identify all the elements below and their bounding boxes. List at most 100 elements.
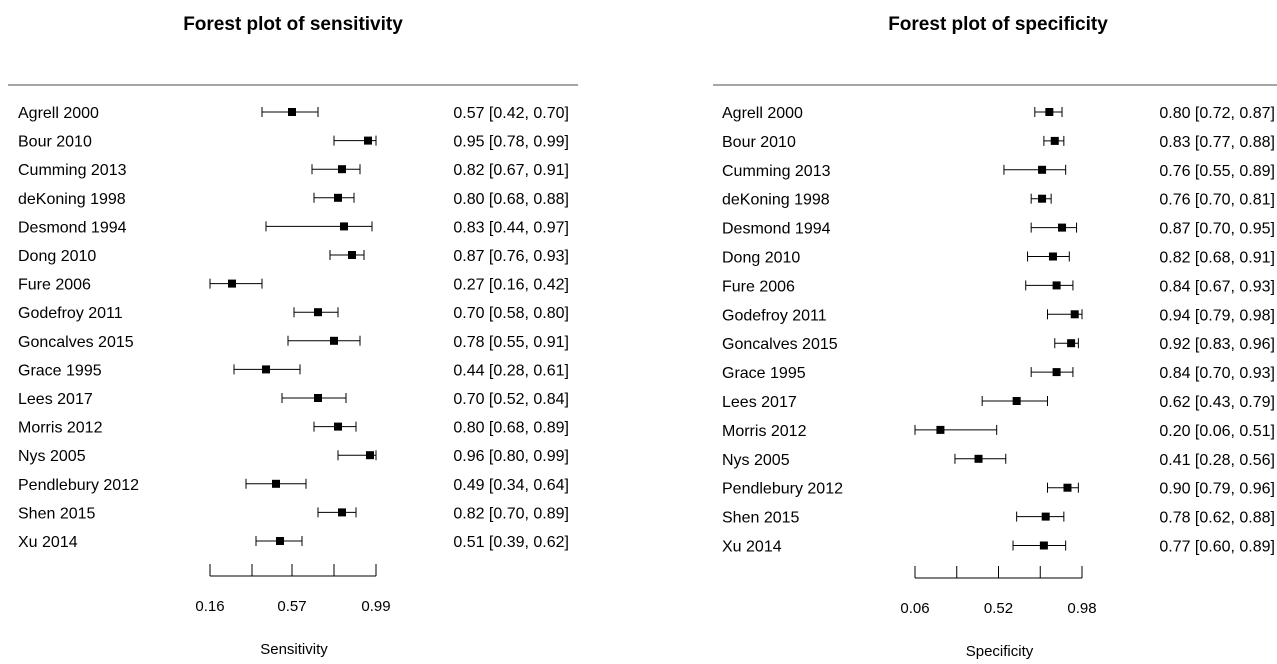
sensitivity-ci-value: 0.83 [0.44, 0.97] (453, 219, 569, 236)
sensitivity-point-estimate (366, 451, 374, 460)
specificity-point-estimate (1052, 368, 1061, 377)
specificity-study-label: Lees 2017 (722, 394, 797, 411)
sensitivity-ci-value: 0.51 [0.39, 0.62] (453, 534, 569, 551)
sensitivity-study-label: Goncalves 2015 (18, 334, 134, 351)
specificity-x-tick-label: 0.98 (1067, 600, 1096, 617)
sensitivity-point-estimate (334, 193, 342, 202)
sensitivity-ci-value: 0.80 [0.68, 0.89] (453, 420, 569, 437)
sensitivity-point-estimate (364, 136, 372, 145)
specificity-study-label: Bour 2010 (722, 134, 796, 151)
specificity-ci-value: 0.84 [0.67, 0.93] (1159, 278, 1275, 295)
sensitivity-ci-value: 0.57 [0.42, 0.70] (453, 105, 569, 122)
specificity-ci-value: 0.76 [0.55, 0.89] (1159, 163, 1275, 180)
sensitivity-x-tick-label: 0.99 (361, 598, 390, 615)
specificity-study-label: Desmond 1994 (722, 221, 831, 238)
specificity-point-estimate (974, 454, 983, 463)
specificity-study-label: Cumming 2013 (722, 163, 831, 180)
specificity-point-estimate (1067, 339, 1076, 348)
sensitivity-point-estimate (288, 108, 296, 116)
specificity-study-label: Xu 2014 (722, 539, 782, 556)
specificity-study-label: Godefroy 2011 (722, 307, 827, 324)
sensitivity-ci-value: 0.96 [0.80, 0.99] (453, 448, 569, 465)
specificity-point-estimate (1038, 194, 1047, 203)
specificity-study-label: Dong 2010 (722, 250, 800, 267)
sensitivity-ci-value: 0.80 [0.68, 0.88] (453, 191, 569, 208)
specificity-ci-value: 0.84 [0.70, 0.93] (1159, 365, 1275, 382)
specificity-point-estimate (1058, 223, 1067, 232)
sensitivity-point-estimate (338, 508, 346, 517)
sensitivity-point-estimate (338, 165, 346, 174)
specificity-ci-value: 0.78 [0.62, 0.88] (1159, 510, 1275, 527)
specificity-point-estimate (1052, 281, 1061, 290)
specificity-point-estimate (1048, 252, 1057, 261)
sensitivity-study-label: Grace 1995 (18, 362, 102, 379)
specificity-plot-title: Forest plot of specificity (888, 14, 1108, 35)
sensitivity-point-estimate (314, 308, 322, 317)
sensitivity-ci-value: 0.78 [0.55, 0.91] (453, 334, 569, 351)
sensitivity-study-label: Desmond 1994 (18, 219, 127, 236)
specificity-ci-value: 0.83 [0.77, 0.88] (1159, 134, 1275, 151)
specificity-ci-value: 0.62 [0.43, 0.79] (1159, 394, 1275, 411)
sensitivity-study-label: Lees 2017 (18, 391, 93, 408)
specificity-point-estimate (1038, 165, 1047, 174)
specificity-point-estimate (1070, 310, 1079, 319)
sensitivity-study-label: Cumming 2013 (18, 162, 127, 179)
sensitivity-study-label: Morris 2012 (18, 420, 103, 437)
sensitivity-study-label: Godefroy 2011 (18, 305, 123, 322)
specificity-point-estimate (936, 425, 945, 434)
sensitivity-ci-value: 0.27 [0.16, 0.42] (453, 277, 569, 294)
specificity-study-label: Shen 2015 (722, 510, 800, 527)
sensitivity-point-estimate (228, 279, 236, 288)
specificity-ci-value: 0.77 [0.60, 0.89] (1159, 539, 1275, 556)
specificity-point-estimate (1050, 136, 1059, 145)
sensitivity-study-label: Nys 2005 (18, 448, 86, 465)
specificity-study-label: Fure 2006 (722, 278, 795, 295)
sensitivity-ci-value: 0.49 [0.34, 0.64] (453, 477, 569, 494)
sensitivity-ci-value: 0.82 [0.70, 0.89] (453, 505, 569, 522)
specificity-x-tick-label: 0.52 (984, 600, 1013, 617)
sensitivity-x-tick-label: 0.16 (195, 598, 224, 615)
sensitivity-study-label: Shen 2015 (18, 505, 96, 522)
specificity-x-tick-label: 0.06 (900, 600, 929, 617)
sensitivity-point-estimate (314, 394, 322, 402)
sensitivity-point-estimate (272, 479, 280, 488)
sensitivity-ci-value: 0.70 [0.52, 0.84] (453, 391, 569, 408)
specificity-point-estimate (1012, 397, 1021, 405)
specificity-study-label: Grace 1995 (722, 365, 806, 382)
sensitivity-study-label: Fure 2006 (18, 277, 91, 294)
specificity-study-label: Morris 2012 (722, 423, 807, 440)
sensitivity-ci-value: 0.44 [0.28, 0.61] (453, 362, 569, 379)
specificity-point-estimate (1063, 483, 1072, 492)
specificity-study-label: deKoning 1998 (722, 192, 830, 209)
sensitivity-point-estimate (334, 422, 342, 431)
sensitivity-ci-value: 0.70 [0.58, 0.80] (453, 305, 569, 322)
sensitivity-study-label: Pendlebury 2012 (18, 477, 139, 494)
sensitivity-point-estimate (276, 537, 284, 545)
sensitivity-point-estimate (262, 365, 270, 374)
specificity-study-label: Pendlebury 2012 (722, 481, 843, 498)
specificity-study-label: Goncalves 2015 (722, 336, 838, 353)
sensitivity-plot-title: Forest plot of sensitivity (183, 14, 403, 35)
specificity-point-estimate (1041, 512, 1050, 521)
specificity-study-label: Agrell 2000 (722, 105, 803, 122)
sensitivity-study-label: Xu 2014 (18, 534, 78, 551)
sensitivity-study-label: Dong 2010 (18, 248, 96, 265)
sensitivity-ci-value: 0.95 [0.78, 0.99] (453, 134, 569, 151)
sensitivity-x-tick-label: 0.57 (277, 598, 306, 615)
specificity-x-axis-title: Specificity (966, 643, 1034, 659)
sensitivity-study-label: Agrell 2000 (18, 105, 99, 122)
specificity-study-label: Nys 2005 (722, 452, 790, 469)
sensitivity-point-estimate (348, 251, 356, 259)
specificity-ci-value: 0.80 [0.72, 0.87] (1159, 105, 1275, 122)
sensitivity-ci-value: 0.82 [0.67, 0.91] (453, 162, 569, 179)
specificity-point-estimate (1045, 108, 1054, 116)
specificity-ci-value: 0.92 [0.83, 0.96] (1159, 336, 1275, 353)
specificity-ci-value: 0.90 [0.79, 0.96] (1159, 481, 1275, 498)
specificity-ci-value: 0.76 [0.70, 0.81] (1159, 192, 1275, 209)
sensitivity-point-estimate (340, 222, 348, 231)
specificity-point-estimate (1039, 541, 1048, 550)
sensitivity-point-estimate (330, 336, 338, 345)
sensitivity-x-axis-title: Sensitivity (260, 641, 328, 658)
